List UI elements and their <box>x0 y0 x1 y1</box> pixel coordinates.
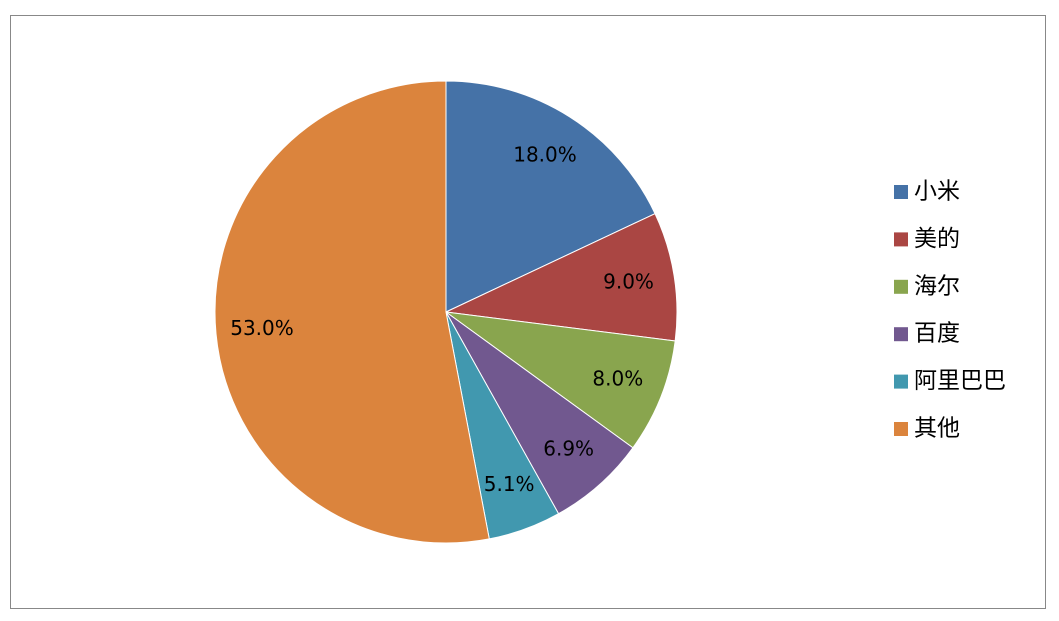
legend-label: 百度 <box>914 321 960 347</box>
legend-label: 小米 <box>914 179 960 205</box>
pie-slice <box>445 80 656 313</box>
legend-swatch <box>894 185 908 199</box>
legend-label: 阿里巴巴 <box>914 368 1006 394</box>
legend-swatch <box>894 232 908 247</box>
value-label: 18.0% <box>513 142 577 166</box>
legend-swatch <box>894 327 908 342</box>
pie-slice <box>214 80 490 544</box>
value-label: 53.0% <box>230 316 294 340</box>
legend-swatch <box>894 279 908 294</box>
value-label: 9.0% <box>603 270 654 294</box>
legend-label: 其他 <box>914 416 960 442</box>
value-label: 6.9% <box>543 437 594 461</box>
legend-label: 海尔 <box>914 273 960 299</box>
value-label: 5.1% <box>484 472 535 496</box>
legend-swatch <box>894 374 908 389</box>
legend-swatch <box>894 422 908 436</box>
pie-slice <box>445 311 676 449</box>
pie-slice <box>444 212 678 342</box>
value-label: 8.0% <box>592 367 643 391</box>
legend-label: 美的 <box>914 226 960 252</box>
